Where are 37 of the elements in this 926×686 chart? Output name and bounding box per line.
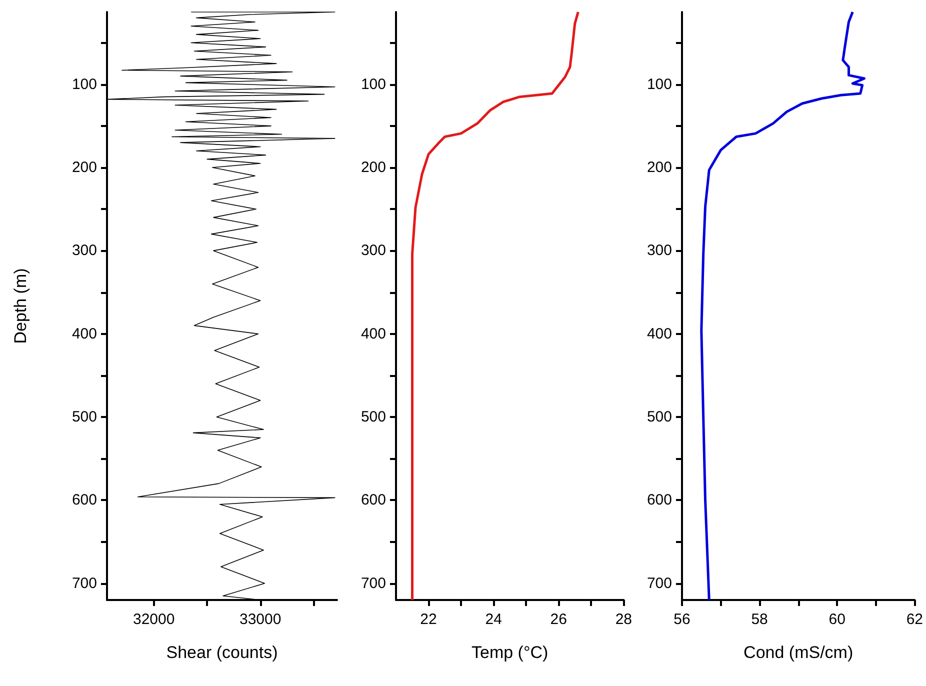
x-tick-label: 58: [751, 611, 768, 628]
x-tick-label: 28: [615, 611, 632, 628]
y-tick-label: 700: [646, 574, 672, 592]
y-tick-label: 100: [646, 76, 672, 93]
x-tick-label: 60: [828, 611, 846, 628]
y-tick-label: 400: [360, 325, 386, 342]
x-axis-title: Cond (mS/cm): [744, 643, 854, 662]
y-tick-label: 200: [646, 159, 672, 176]
x-tick-label: 33000: [239, 611, 282, 628]
x-tick-label: 26: [550, 611, 567, 628]
y-tick-label: 500: [72, 408, 97, 426]
y-tick-label: 100: [360, 76, 386, 93]
y-tick-label: 700: [360, 574, 386, 592]
y-tick-label: 100: [72, 76, 97, 93]
x-axis-title: Temp (°C): [471, 643, 548, 662]
y-tick-label: 500: [360, 408, 386, 426]
y-tick-label: 600: [360, 492, 386, 509]
y-tick-label: 400: [72, 325, 97, 342]
x-tick-label: 56: [674, 611, 690, 628]
x-axis-title: Shear (counts): [166, 643, 278, 662]
x-tick-label: 24: [485, 611, 502, 628]
y-tick-label: 600: [646, 492, 672, 509]
y-tick-label: 400: [646, 325, 672, 342]
y-tick-label: 500: [646, 408, 672, 426]
y-tick-label: 300: [72, 242, 97, 260]
y-tick-label: 700: [72, 574, 97, 592]
y-axis-title: Depth (m): [11, 268, 30, 344]
x-tick-label: 32000: [132, 611, 175, 628]
y-tick-label: 300: [360, 242, 386, 260]
x-tick-label: 22: [420, 611, 437, 628]
line-series: [700, 10, 866, 602]
y-tick-label: 300: [646, 242, 672, 260]
line-series: [411, 10, 580, 602]
y-tick-label: 200: [360, 159, 386, 176]
y-tick-label: 600: [72, 492, 97, 509]
x-tick-label: 62: [906, 611, 923, 628]
y-tick-label: 200: [72, 159, 97, 176]
